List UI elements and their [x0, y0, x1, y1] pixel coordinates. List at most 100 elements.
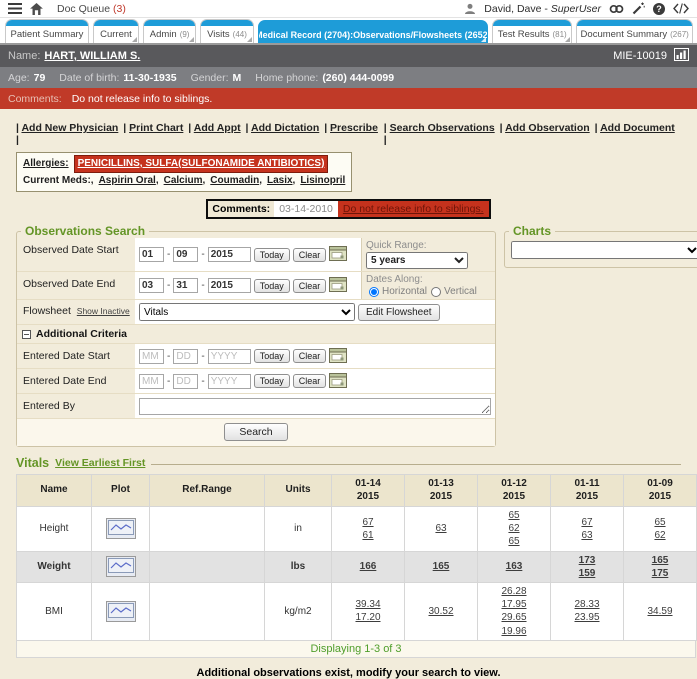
growth-chart-icon[interactable] [674, 48, 689, 64]
observed-start-year-input[interactable] [207, 247, 251, 262]
med-link[interactable]: Calcium [164, 173, 206, 189]
observation-value-link[interactable]: 63 [581, 529, 593, 541]
observation-value-link[interactable]: 65 [508, 536, 520, 548]
observation-value-link[interactable]: 65 [654, 516, 666, 528]
calendar-icon[interactable] [329, 245, 348, 264]
med-link[interactable]: Coumadin [210, 173, 262, 189]
calendar-icon[interactable] [329, 372, 348, 391]
tab-patient-summary[interactable]: Patient Summary [5, 19, 89, 43]
observation-value-link[interactable]: 65 [508, 510, 520, 521]
add-appt-link[interactable]: Add Appt [188, 122, 240, 134]
allergy-value-link[interactable]: PENICILLINS, SULFA(SULFONAMIDE ANTIBIOTI… [73, 155, 329, 173]
med-link[interactable]: Aspirin Oral [99, 173, 159, 189]
today-button[interactable]: Today [253, 374, 290, 388]
observation-value-link[interactable]: 19.96 [501, 625, 527, 637]
current-meds-link[interactable]: Current Meds: [23, 173, 94, 189]
show-inactive-link[interactable]: Show Inactive [76, 306, 130, 316]
observation-value-link[interactable]: 23.95 [574, 612, 600, 624]
observation-value-link[interactable]: 67 [581, 516, 593, 528]
entered-start-year-input[interactable] [207, 348, 251, 364]
patient-name-link[interactable]: HART, WILLIAM S. [44, 50, 141, 62]
observation-value-link[interactable]: 62 [654, 529, 666, 541]
observation-value-link[interactable]: 17.20 [355, 612, 381, 624]
charts-select[interactable] [511, 241, 697, 259]
observation-value-link[interactable]: 63 [435, 523, 447, 535]
comment-box-text-link[interactable]: Do not release info to siblings. [342, 203, 484, 215]
entered-end-month-input[interactable] [139, 373, 164, 389]
observed-end-day-input[interactable] [173, 278, 199, 293]
observed-start-month-input[interactable] [139, 247, 164, 262]
observed-end-year-input[interactable] [207, 278, 251, 293]
quick-range-select[interactable]: 5 years [366, 252, 468, 269]
entered-by-input[interactable] [139, 397, 491, 415]
add-dictation-link[interactable]: Add Dictation [246, 122, 320, 134]
tab-admin[interactable]: Admin (9) [142, 19, 197, 43]
entered-end-day-input[interactable] [173, 373, 199, 389]
observation-value-link[interactable]: 28.33 [574, 599, 600, 611]
tab-visits[interactable]: Visits (44) [200, 19, 254, 43]
add-new-physician-link[interactable]: Add New Physician [16, 122, 118, 134]
allergies-link[interactable]: Allergies: [23, 158, 69, 169]
menu-icon[interactable] [8, 3, 22, 14]
plot-icon[interactable] [105, 556, 136, 578]
tab-count: (44) [232, 30, 247, 39]
dates-along-vertical-radio[interactable] [431, 286, 442, 297]
observation-value-link[interactable]: 61 [362, 529, 374, 541]
search-observations-link[interactable]: Search Observations [384, 122, 495, 134]
observation-value-link[interactable]: 165 [432, 561, 450, 573]
entered-start-day-input[interactable] [173, 348, 199, 364]
observation-value-link[interactable]: 163 [505, 561, 523, 573]
home-icon[interactable] [30, 2, 43, 15]
flowsheet-select[interactable]: Vitals [139, 303, 355, 321]
observation-value-link[interactable]: 62 [508, 523, 520, 535]
link-icon[interactable] [609, 3, 624, 15]
observation-value-link[interactable]: 67 [362, 516, 374, 528]
observation-value-link[interactable]: 29.65 [501, 612, 527, 624]
observed-end-month-input[interactable] [139, 278, 164, 293]
plot-icon[interactable] [105, 518, 136, 540]
med-link[interactable]: Lisinopril [300, 175, 346, 186]
help-icon[interactable]: ? [653, 2, 665, 15]
today-button[interactable]: Today [253, 349, 290, 363]
calendar-icon[interactable] [329, 276, 348, 295]
wand-icon[interactable] [632, 2, 645, 15]
tab-current[interactable]: Current [92, 19, 139, 43]
observation-value-link[interactable]: 166 [359, 561, 377, 573]
clear-button[interactable]: Clear [292, 374, 327, 388]
entered-start-month-input[interactable] [139, 348, 164, 364]
dates-along-horizontal-radio[interactable] [369, 286, 379, 297]
observation-value-link[interactable]: 159 [578, 567, 596, 579]
search-button[interactable]: Search [224, 423, 288, 441]
observation-value-link[interactable]: 17.95 [501, 599, 527, 611]
additional-criteria-toggle[interactable]: Additional Criteria [17, 324, 495, 343]
clear-button[interactable]: Clear [292, 349, 327, 363]
tab-medical-record-observations[interactable]: Medical Record (2704):Observations/Flows… [257, 20, 489, 43]
code-icon[interactable] [673, 3, 689, 14]
observation-value-link[interactable]: 173 [578, 554, 596, 566]
print-chart-link[interactable]: Print Chart [123, 122, 183, 134]
med-link[interactable]: Lasix [267, 173, 295, 189]
tab-document-summary[interactable]: Document Summary (267) [576, 19, 693, 43]
observation-value-link[interactable]: 26.28 [501, 585, 527, 597]
add-document-link[interactable]: Add Document [595, 122, 675, 134]
plot-icon[interactable] [105, 600, 136, 622]
clear-button[interactable]: Clear [292, 278, 327, 293]
today-button[interactable]: Today [253, 278, 290, 293]
observation-value-link[interactable]: 165 [651, 554, 669, 566]
observation-value-link[interactable]: 175 [651, 567, 669, 579]
tab-test-results[interactable]: Test Results (81) [492, 19, 573, 43]
today-button[interactable]: Today [253, 247, 290, 262]
prescribe-link[interactable]: Prescribe [324, 122, 378, 134]
calendar-icon[interactable] [329, 347, 348, 366]
entered-end-year-input[interactable] [207, 373, 251, 389]
user-menu[interactable]: David, Dave - SuperUser [484, 3, 601, 15]
add-observation-link[interactable]: Add Observation [500, 122, 590, 134]
observation-value-link[interactable]: 30.52 [428, 605, 454, 617]
doc-queue-link[interactable]: Doc Queue (3) [57, 3, 126, 15]
clear-button[interactable]: Clear [292, 247, 327, 262]
view-earliest-first-link[interactable]: View Earliest First [55, 457, 146, 469]
edit-flowsheet-button[interactable]: Edit Flowsheet [358, 303, 440, 321]
observed-start-day-input[interactable] [173, 247, 199, 262]
observation-value-link[interactable]: 34.59 [647, 605, 673, 617]
observation-value-link[interactable]: 39.34 [355, 599, 381, 611]
